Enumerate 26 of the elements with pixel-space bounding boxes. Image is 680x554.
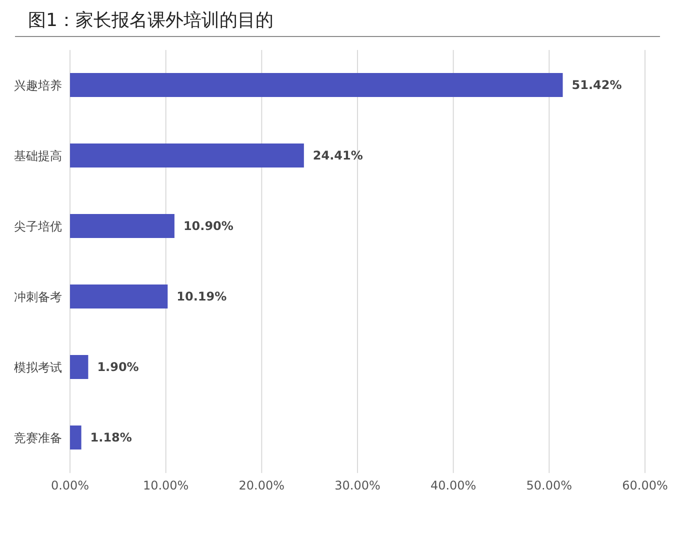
x-tick-label: 50.00% — [526, 478, 572, 493]
data-label: 10.19% — [176, 290, 227, 304]
bar — [70, 73, 563, 97]
y-tick-label: 基础提高 — [14, 149, 62, 164]
x-tick-label: 0.00% — [50, 478, 90, 493]
data-label: 24.41% — [312, 148, 363, 163]
bar — [70, 426, 82, 450]
x-tick-label: 60.00% — [622, 478, 668, 493]
x-tick-label: 20.00% — [238, 478, 285, 493]
y-tick-label: 竞赛准备 — [14, 431, 62, 446]
chart-title: 图1：家长报名课外培训的目的 — [28, 9, 274, 32]
x-tick-label: 10.00% — [142, 478, 189, 493]
x-tick-label: 40.00% — [430, 478, 476, 493]
y-tick-label: 模拟考试 — [14, 360, 62, 375]
data-label: 1.90% — [97, 360, 139, 374]
y-tick-label: 尖子培优 — [14, 220, 62, 234]
bar — [70, 284, 168, 308]
bar — [70, 144, 304, 168]
y-tick-label: 兴趣培养 — [14, 78, 62, 93]
bar — [70, 214, 174, 238]
data-label: 51.42% — [572, 78, 622, 92]
y-tick-label: 冲刺备考 — [14, 290, 62, 304]
data-label: 10.90% — [183, 219, 234, 234]
data-label: 1.18% — [90, 430, 132, 445]
x-tick-label: 30.00% — [334, 478, 380, 493]
bar — [70, 355, 88, 379]
